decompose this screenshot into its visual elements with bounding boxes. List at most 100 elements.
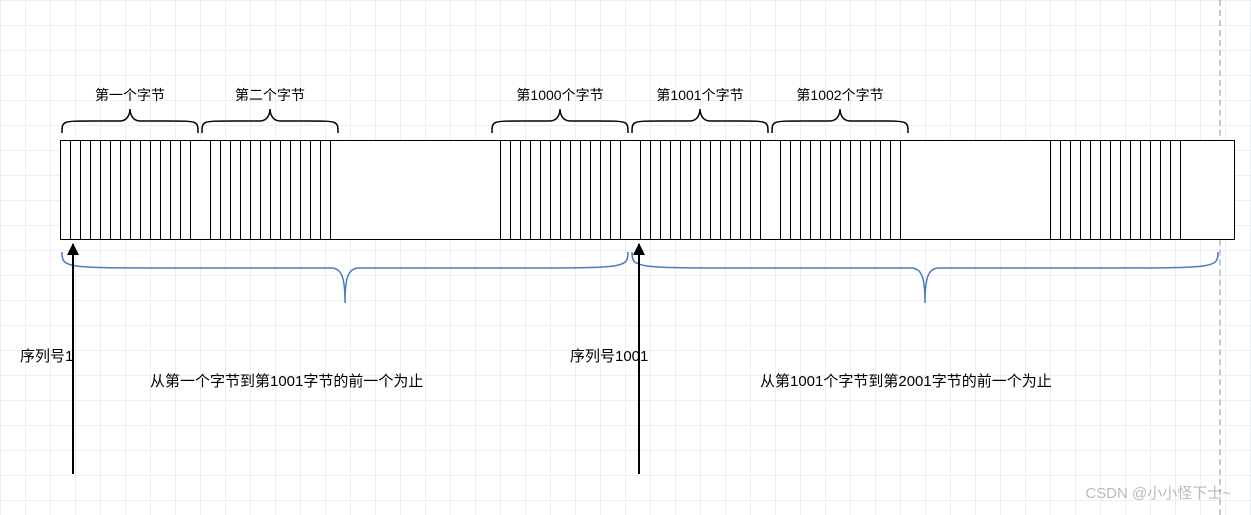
byte-tick <box>781 141 791 239</box>
byte-group <box>201 141 341 239</box>
byte-group <box>61 141 201 239</box>
byte-tick <box>1041 141 1051 239</box>
top-brace: 第1002个字节 <box>770 85 910 135</box>
byte-tick <box>271 141 281 239</box>
byte-tick <box>241 141 251 239</box>
byte-tick <box>671 141 681 239</box>
byte-tick <box>1171 141 1181 239</box>
byte-tick <box>641 141 651 239</box>
brace-icon <box>630 107 770 135</box>
byte-tick <box>841 141 851 239</box>
top-brace-label: 第1000个字节 <box>490 85 630 105</box>
byte-tick <box>211 141 221 239</box>
top-brace-label: 第一个字节 <box>60 85 200 105</box>
byte-tick <box>761 141 771 239</box>
top-brace: 第1000个字节 <box>490 85 630 135</box>
byte-tick <box>1151 141 1161 239</box>
byte-tick <box>801 141 811 239</box>
byte-tick <box>321 141 331 239</box>
byte-tick <box>301 141 311 239</box>
byte-tick <box>101 141 111 239</box>
byte-tick <box>121 141 131 239</box>
byte-tick <box>91 141 101 239</box>
byte-tick <box>591 141 601 239</box>
byte-tick <box>881 141 891 239</box>
byte-tick <box>511 141 521 239</box>
byte-tick <box>561 141 571 239</box>
brace-icon <box>200 107 340 135</box>
byte-tick <box>861 141 871 239</box>
byte-tick <box>501 141 511 239</box>
byte-tick <box>901 141 911 239</box>
byte-tick <box>291 141 301 239</box>
byte-tick <box>141 141 151 239</box>
byte-tick <box>1101 141 1111 239</box>
byte-tick <box>81 141 91 239</box>
byte-tick <box>521 141 531 239</box>
byte-group <box>1041 141 1191 239</box>
byte-tick <box>71 141 81 239</box>
byte-tick <box>1141 141 1151 239</box>
byte-tick <box>871 141 881 239</box>
top-brace: 第一个字节 <box>60 85 200 135</box>
top-brace: 第1001个字节 <box>630 85 770 135</box>
byte-tick <box>161 141 171 239</box>
top-brace: 第二个字节 <box>200 85 340 135</box>
byte-tick <box>691 141 701 239</box>
byte-tick <box>751 141 761 239</box>
byte-tick <box>1061 141 1071 239</box>
byte-tick <box>311 141 321 239</box>
byte-tick <box>541 141 551 239</box>
byte-tick <box>571 141 581 239</box>
byte-tick <box>61 141 71 239</box>
byte-tick <box>681 141 691 239</box>
byte-tick <box>731 141 741 239</box>
byte-tick <box>151 141 161 239</box>
byte-tick <box>531 141 541 239</box>
byte-tick <box>251 141 261 239</box>
byte-tick <box>621 141 631 239</box>
byte-tick <box>1071 141 1081 239</box>
range-label: 从第1001个字节到第2001字节的前一个为止 <box>760 370 1052 391</box>
byte-tick <box>261 141 271 239</box>
byte-tick <box>791 141 801 239</box>
byte-tick <box>711 141 721 239</box>
byte-tick <box>1051 141 1061 239</box>
byte-tick <box>631 141 641 239</box>
byte-tick <box>331 141 341 239</box>
byte-tick <box>601 141 611 239</box>
byte-tick <box>831 141 841 239</box>
byte-tick <box>721 141 731 239</box>
diagram-canvas: 第一个字节 第二个字节 第1000个字节 第1001个字节 第1002个字节 序… <box>0 0 1251 515</box>
byte-group <box>631 141 771 239</box>
sequence-label: 序列号1 <box>20 345 73 366</box>
byte-group <box>771 141 911 239</box>
byte-tick <box>231 141 241 239</box>
byte-tick <box>891 141 901 239</box>
byte-tick <box>1181 141 1191 239</box>
byte-gap <box>911 141 1041 239</box>
byte-strip <box>60 140 1235 240</box>
byte-group <box>491 141 631 239</box>
byte-tick <box>1111 141 1121 239</box>
byte-tick <box>741 141 751 239</box>
sequence-label: 序列号1001 <box>570 345 648 366</box>
byte-tick <box>111 141 121 239</box>
byte-tick <box>1081 141 1091 239</box>
brace-icon <box>60 107 200 135</box>
byte-gap <box>341 141 491 239</box>
brace-icon <box>770 107 910 135</box>
byte-tick <box>191 141 201 239</box>
byte-tick <box>281 141 291 239</box>
byte-tick <box>811 141 821 239</box>
byte-tick <box>551 141 561 239</box>
byte-tick <box>201 141 211 239</box>
byte-tick <box>651 141 661 239</box>
byte-tick <box>131 141 141 239</box>
bottom-brace <box>60 250 630 310</box>
watermark: CSDN @小小怪下士~ <box>1085 482 1231 503</box>
bottom-brace <box>630 250 1220 310</box>
range-label: 从第一个字节到第1001字节的前一个为止 <box>150 370 423 391</box>
byte-tick <box>701 141 711 239</box>
top-brace-label: 第1001个字节 <box>630 85 770 105</box>
